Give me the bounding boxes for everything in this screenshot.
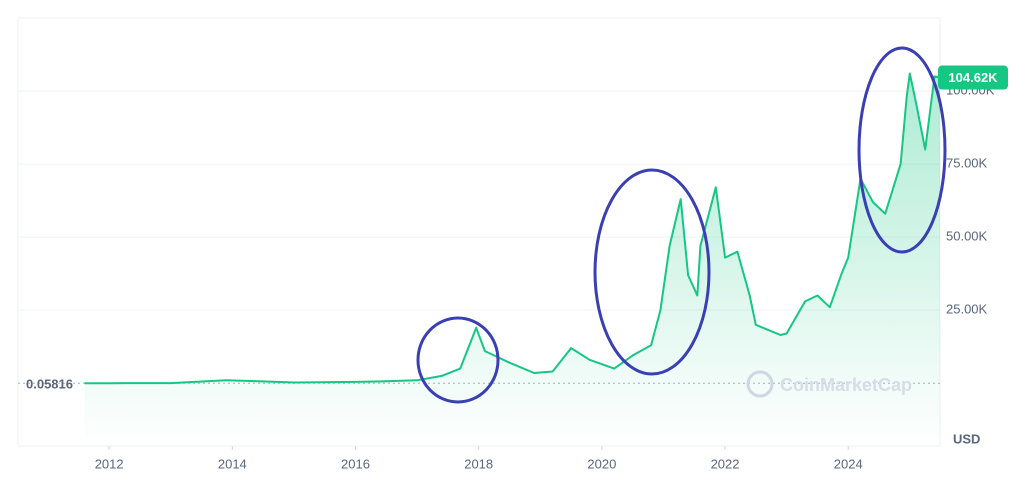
- y-tick-label: 25.00K: [946, 302, 988, 317]
- highlight-ellipse: [593, 168, 711, 376]
- x-tick-label: 2024: [834, 456, 863, 471]
- x-tick-label: 2018: [464, 456, 493, 471]
- watermark: CoinMarketCap: [746, 370, 912, 398]
- current-price-badge: 104.62K: [938, 65, 1008, 90]
- x-tick-label: 2016: [341, 456, 370, 471]
- x-tick-label: 2020: [587, 456, 616, 471]
- badge-bg: [938, 65, 1008, 90]
- x-tick-label: 2022: [711, 456, 740, 471]
- annotations: [416, 46, 947, 404]
- y-tick-label: 75.00K: [946, 156, 988, 171]
- watermark-logo: [746, 370, 774, 398]
- highlight-ellipse: [416, 316, 500, 404]
- reference-label: 0.05816: [26, 377, 73, 392]
- price-area: [84, 73, 940, 446]
- x-tick-label: 2012: [95, 456, 124, 471]
- currency-label: USD: [953, 431, 980, 446]
- x-tick-label: 2014: [218, 456, 247, 471]
- highlight-ellipse: [857, 46, 947, 254]
- badge-label: 104.62K: [948, 70, 998, 85]
- watermark-text: CoinMarketCap: [780, 375, 912, 395]
- y-tick-label: 50.00K: [946, 229, 988, 244]
